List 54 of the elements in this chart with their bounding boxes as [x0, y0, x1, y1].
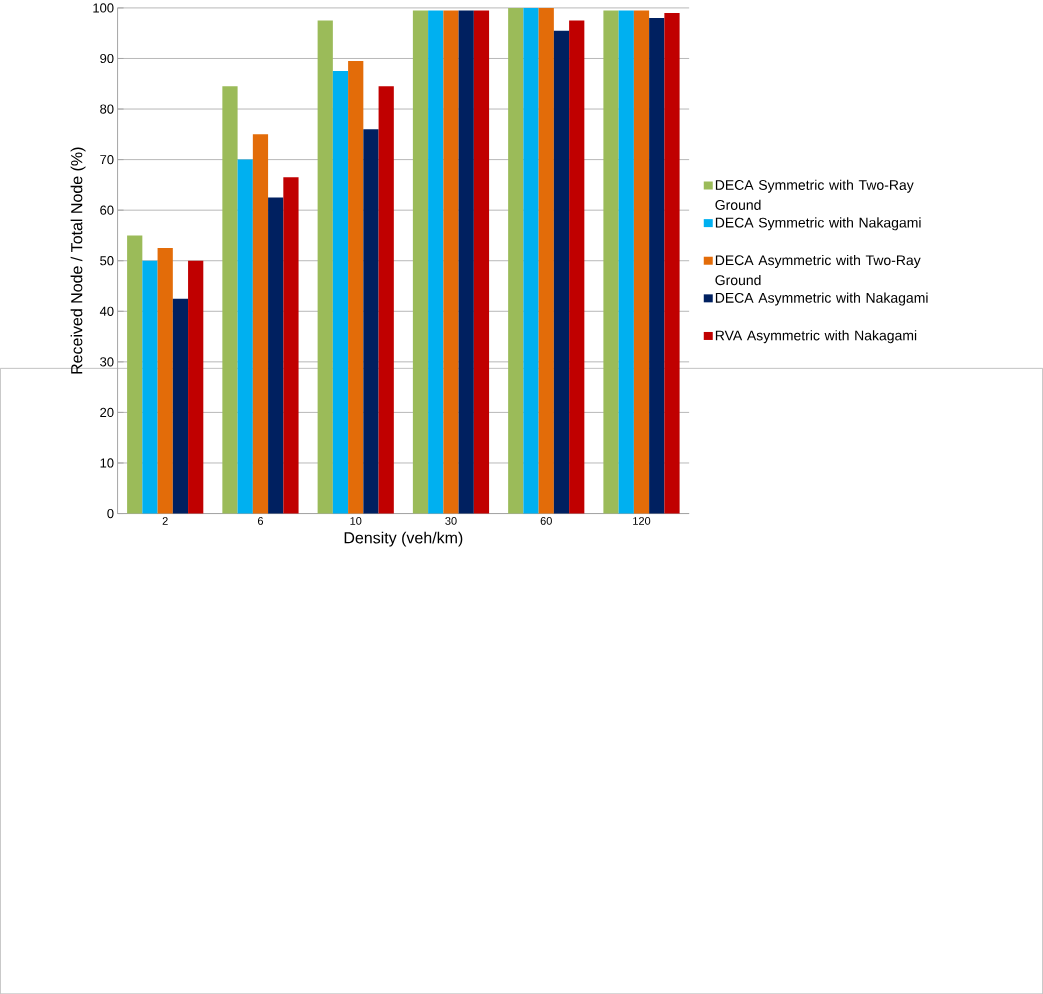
legend-label: DECA Symmetric with Two-Ray Ground — [715, 179, 914, 210]
bar — [649, 17, 665, 514]
bar — [268, 197, 284, 514]
bar — [172, 298, 189, 514]
bar — [443, 10, 459, 514]
bar — [618, 10, 634, 514]
bar — [332, 71, 349, 514]
x-tick-label: 2 — [162, 516, 168, 525]
bar — [252, 134, 269, 514]
x-axis-title: Density (veh/km) — [344, 531, 463, 547]
legend-label: RVA Asymmetric with Nakagami — [715, 330, 917, 344]
bar — [348, 60, 364, 514]
legend-label: DECA Asymmetric with Nakagami — [715, 292, 928, 306]
x-tick-label: 6 — [257, 516, 264, 525]
y-tick-label: 20 — [100, 407, 114, 417]
bar — [633, 10, 650, 514]
bar — [142, 260, 158, 514]
bar — [523, 7, 539, 514]
y-tick-label: 90 — [100, 53, 114, 63]
x-tick-label: 120 — [633, 516, 651, 525]
legend-label: DECA Asymmetric with Two-Ray Ground — [715, 254, 921, 286]
legend-label: DECA Symmetric with Nakagami — [715, 217, 921, 231]
bar — [553, 30, 570, 514]
bar — [127, 235, 143, 514]
bar — [157, 247, 173, 514]
y-axis-title: Received Node / Total Node (%) — [70, 147, 86, 374]
x-tick-label: 10 — [350, 516, 362, 525]
bar — [569, 20, 585, 514]
bar — [317, 20, 333, 514]
bar — [412, 10, 429, 514]
y-tick-label: 60 — [100, 205, 114, 215]
bar — [458, 10, 474, 514]
y-tick-label: 80 — [100, 104, 114, 114]
y-tick-label: 40 — [99, 306, 114, 316]
bar — [664, 12, 680, 514]
bar — [378, 86, 394, 514]
x-tick-label: 30 — [445, 516, 457, 525]
bar — [428, 10, 444, 514]
y-tick-label: 100 — [93, 3, 114, 13]
y-tick-label: 30 — [100, 357, 114, 367]
x-tick-label: 60 — [540, 516, 552, 525]
bar — [538, 7, 554, 514]
bar — [363, 129, 379, 514]
y-tick-label: 10 — [100, 458, 114, 468]
bar — [508, 7, 524, 514]
bar — [473, 10, 490, 514]
y-tick-label: 50 — [100, 256, 114, 266]
bar — [188, 260, 204, 514]
bar — [237, 159, 253, 514]
bar — [222, 86, 238, 514]
bar — [603, 10, 619, 514]
y-tick-label: 70 — [100, 154, 114, 165]
bar — [283, 177, 299, 514]
y-tick-label: 0 — [107, 508, 114, 519]
